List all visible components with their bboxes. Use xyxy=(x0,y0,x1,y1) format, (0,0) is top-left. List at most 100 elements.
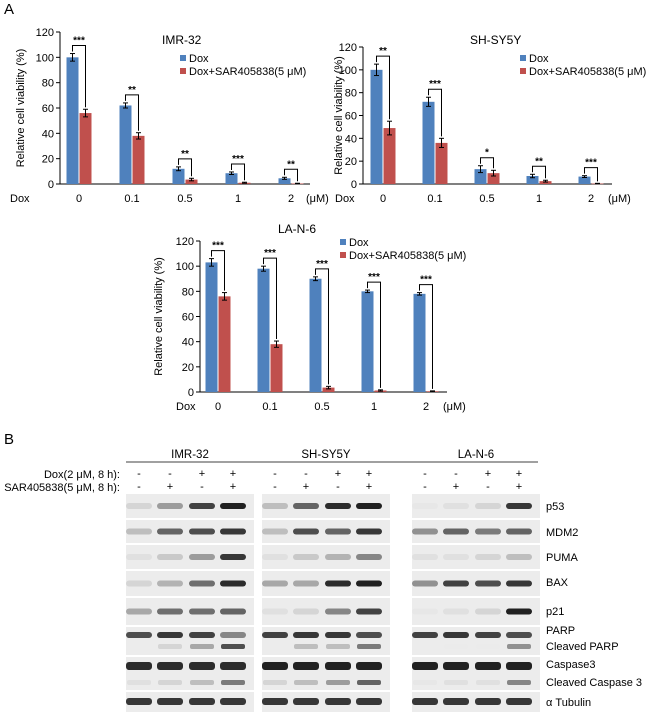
band-Caspase3 xyxy=(475,662,501,670)
band-BAX xyxy=(475,580,501,587)
band-p21 xyxy=(356,608,382,615)
significance-label: *** xyxy=(264,248,276,259)
band-cleaved-caspase3 xyxy=(444,680,468,685)
y-tick-label: 120 xyxy=(36,27,54,39)
significance-label: *** xyxy=(212,241,224,252)
protein-label: Cleaved Caspase 3 xyxy=(546,677,642,689)
blot-strip-Caspase3 xyxy=(262,657,390,690)
band-p21 xyxy=(262,608,288,615)
band-p53 xyxy=(325,503,351,509)
protein-label: BAX xyxy=(546,577,569,589)
legend-label-dox: Dox xyxy=(189,53,209,65)
band-p53 xyxy=(126,503,152,509)
treatment-sign-dox: + xyxy=(230,468,236,480)
significance-label: *** xyxy=(420,275,432,286)
band-cleaved-parp xyxy=(326,644,350,649)
band-Tubulin xyxy=(412,698,438,705)
bar-combo-0.5 xyxy=(322,387,335,392)
significance-bracket xyxy=(428,88,442,137)
chart-title: SH-SY5Y xyxy=(470,33,521,47)
treatment-sign-dox: + xyxy=(485,468,491,480)
band-cleaved-parp xyxy=(221,644,245,649)
band-Tubulin xyxy=(293,698,319,705)
band-p21 xyxy=(157,608,183,615)
significance-bracket xyxy=(480,157,494,169)
band-PARP xyxy=(262,632,288,638)
band-BAX xyxy=(506,580,532,587)
bar-dox-0 xyxy=(66,57,79,185)
category-label: 0.5 xyxy=(479,193,494,205)
band-p21 xyxy=(412,608,438,615)
significance-label: *** xyxy=(73,36,85,47)
dose-prefix: Dox xyxy=(335,193,355,205)
band-cleaved-parp xyxy=(357,644,381,649)
band-Tubulin xyxy=(443,698,469,705)
band-Tubulin xyxy=(220,698,246,705)
y-tick-label: 100 xyxy=(176,261,194,273)
band-PUMA xyxy=(356,554,382,560)
blot-strip-Caspase3 xyxy=(412,657,540,690)
legend-swatch-dox xyxy=(340,239,346,245)
bar-combo-0 xyxy=(79,113,92,184)
treatment-sign-sar: - xyxy=(486,481,490,493)
y-tick-label: 20 xyxy=(42,154,54,166)
blot-strip-Caspase3 xyxy=(126,657,254,690)
band-p21 xyxy=(293,608,319,615)
y-tick-label: 80 xyxy=(42,78,54,90)
treatment-sign-dox: - xyxy=(168,468,172,480)
western-blot: IMR-32 SH-SY5Y LA-N-6 Dox(2 μM, 8 h):SAR405… xyxy=(4,449,642,712)
protein-label: Cleaved PARP xyxy=(546,641,619,653)
treatment-sign-dox: - xyxy=(304,468,308,480)
band-MDM2 xyxy=(157,528,183,535)
band-PARP xyxy=(325,632,351,638)
protein-label: Caspase3 xyxy=(546,659,596,671)
protein-label: α Tubulin xyxy=(546,697,591,709)
dose-unit: (μM) xyxy=(608,193,631,205)
band-p53 xyxy=(506,503,532,509)
treatment-sign-dox: + xyxy=(366,468,372,480)
band-p21 xyxy=(189,608,215,615)
band-Caspase3 xyxy=(443,662,469,670)
category-label: 1 xyxy=(235,193,241,205)
category-label: 0.1 xyxy=(262,401,277,413)
band-cleaved-parp xyxy=(294,644,318,649)
treatment-label-sar: SAR405838(5 μM, 8 h): xyxy=(4,482,120,494)
significance-bracket xyxy=(125,94,139,131)
cell-line-label: SH-SY5Y xyxy=(301,449,351,461)
band-cleaved-caspase3 xyxy=(476,680,500,685)
band-MDM2 xyxy=(356,528,382,535)
treatment-sign-dox: + xyxy=(335,468,341,480)
band-MDM2 xyxy=(325,528,351,535)
legend-swatch-combo xyxy=(520,68,526,74)
significance-label: *** xyxy=(316,259,328,270)
band-Tubulin xyxy=(325,698,351,705)
band-MDM2 xyxy=(189,528,215,535)
band-Caspase3 xyxy=(189,662,215,670)
band-cleaved-caspase3 xyxy=(294,680,318,685)
significance-label: ** xyxy=(128,85,136,96)
band-PARP xyxy=(475,632,501,638)
band-p21 xyxy=(325,608,351,615)
band-MDM2 xyxy=(293,528,319,535)
y-axis-label: Relative cell viability (%) xyxy=(153,257,165,376)
bar-combo-0.1 xyxy=(132,135,145,184)
band-cleaved-parp xyxy=(507,644,531,649)
protein-label: p21 xyxy=(546,606,564,618)
y-tick-label: 0 xyxy=(351,179,357,191)
band-Caspase3 xyxy=(220,662,246,670)
category-label: 0 xyxy=(380,193,386,205)
bar-dox-0 xyxy=(205,262,218,392)
band-BAX xyxy=(220,580,246,587)
bar-combo-0 xyxy=(218,296,231,392)
significance-bracket xyxy=(178,158,192,177)
band-BAX xyxy=(356,580,382,587)
band-BAX xyxy=(189,580,215,587)
significance-bracket xyxy=(367,281,381,388)
bar-dox-1 xyxy=(361,291,374,392)
band-PUMA xyxy=(506,554,532,560)
treatment-sign-sar: + xyxy=(303,481,309,493)
treatment-sign-dox: + xyxy=(516,468,522,480)
significance-label: * xyxy=(485,148,489,159)
bar-dox-0.1 xyxy=(119,105,132,184)
y-tick-label: 100 xyxy=(36,52,54,64)
